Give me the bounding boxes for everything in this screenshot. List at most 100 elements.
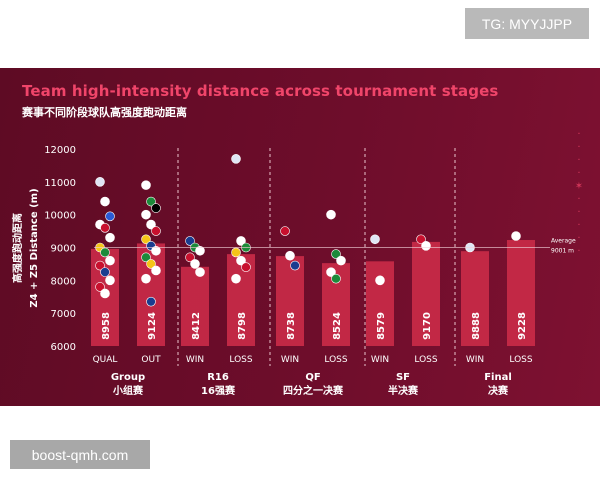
site-watermark: boost-qmh.com [10, 440, 150, 469]
team-flag-marker [95, 260, 105, 271]
bar-chart: 6000 7000 8000 9000 10000 11000 12000 高强度跑动距离 Z4… [11, 145, 576, 397]
average-label: Average [551, 237, 576, 244]
y-tick-label: 11000 [44, 178, 76, 189]
site-watermark-label: boost-qmh.com [31, 446, 129, 463]
team-flag-marker [105, 232, 115, 243]
team-flag-marker [190, 259, 200, 269]
team-flag-marker [421, 241, 431, 251]
team-flag-marker [236, 255, 246, 266]
x-tick-label: LOSS [414, 355, 437, 365]
group-label-cn: 四分之一决赛 [283, 384, 344, 397]
team-flag-marker [146, 259, 156, 269]
average-value-label: 9001 m [551, 247, 574, 254]
team-flag-marker [100, 196, 110, 207]
team-flag-marker [241, 262, 251, 272]
team-flag-marker [231, 247, 241, 258]
x-tick-label: WIN [186, 355, 204, 365]
team-flag-marker [146, 296, 156, 307]
team-flag-marker [141, 180, 151, 190]
team-flag-marker [100, 288, 110, 299]
team-flag-marker [416, 234, 426, 245]
decorative-dots: · · · · ✶ · · · · · [574, 129, 584, 257]
team-flag-marker [105, 255, 115, 266]
team-flag-marker [95, 177, 105, 187]
group-label-cn: 16强赛 [201, 384, 236, 397]
y-axis-label-cn: 高强度跑动距离 [11, 213, 24, 283]
y-tick-label: 8000 [51, 276, 76, 287]
bar-value-label: 9228 [517, 312, 528, 340]
team-flag-marker [375, 275, 385, 286]
group-label-cn: 小组赛 [112, 384, 144, 397]
bar-value-label: 8798 [237, 312, 248, 340]
bar-value-label: 9124 [147, 312, 158, 340]
group-label-cn: 决赛 [488, 384, 509, 397]
team-flag-marker [146, 196, 156, 207]
group-label: SF [396, 372, 410, 383]
channel-tag: TG: MYYJJPP [465, 8, 589, 39]
team-flag-marker [331, 249, 341, 259]
bar-value-label: 8412 [191, 312, 202, 340]
x-tick-label: LOSS [509, 355, 532, 365]
y-tick-label: 10000 [44, 211, 76, 222]
team-flag-marker [236, 236, 246, 246]
team-flag-marker [105, 211, 115, 222]
team-flag-marker [141, 209, 151, 220]
team-flag-marker [95, 282, 105, 292]
team-flag-marker [511, 231, 521, 241]
team-flag-marker [151, 226, 161, 236]
x-tick-label: WIN [281, 355, 299, 365]
team-flag-marker [326, 209, 336, 220]
team-flag-marker [141, 273, 151, 284]
bar [227, 254, 255, 346]
team-flag-marker [195, 267, 205, 277]
y-tick-label: 9000 [51, 244, 76, 255]
x-tick-label: WIN [371, 355, 389, 365]
bar [507, 240, 535, 346]
team-flag-marker [231, 154, 241, 164]
team-flag-marker [151, 245, 161, 256]
group-label: R16 [207, 372, 229, 383]
bar-value-label: 8524 [332, 312, 343, 340]
team-flag-marker [105, 275, 115, 286]
group-label: Final [484, 372, 512, 383]
x-tick-label: OUT [141, 355, 161, 365]
team-flag-marker [146, 219, 156, 230]
group-label: Group [111, 372, 145, 383]
team-flag-marker [326, 267, 336, 277]
team-flag-marker [290, 260, 300, 271]
bar-value-label: 8958 [101, 312, 112, 340]
team-flag-marker [100, 267, 110, 277]
team-flag-marker [100, 247, 110, 258]
channel-tag-label: TG: MYYJJPP [481, 15, 573, 32]
chart-panel: Team high-intensity distance across tour… [0, 68, 600, 406]
x-tick-label: WIN [466, 355, 484, 365]
team-flag-marker [370, 234, 380, 245]
bar-value-label: 8738 [286, 312, 297, 340]
bar-value-label: 8888 [471, 312, 482, 340]
bar [461, 251, 489, 346]
team-flag-marker [336, 255, 346, 266]
team-flag-marker [141, 252, 151, 263]
team-flag-marker [280, 226, 290, 236]
group-label: QF [305, 372, 320, 383]
team-flag-marker [185, 252, 195, 263]
x-tick-label: LOSS [229, 355, 252, 365]
y-tick-label: 7000 [51, 309, 76, 320]
team-flag-marker [185, 236, 195, 246]
team-flag-marker [151, 203, 161, 213]
bar-value-label: 9170 [422, 312, 433, 340]
x-tick-label: QUAL [93, 355, 118, 365]
bar-value-label: 8579 [376, 312, 387, 340]
bar [181, 266, 209, 346]
team-flag-marker [331, 273, 341, 284]
team-flag-marker [285, 250, 295, 261]
bar [412, 241, 440, 346]
team-flag-marker [100, 223, 110, 233]
team-flag-marker [151, 265, 161, 276]
team-flag-marker [231, 273, 241, 284]
y-tick-label: 6000 [51, 342, 76, 353]
chart-title: Team high-intensity distance across tour… [22, 82, 499, 100]
bar [276, 256, 304, 346]
x-tick-label: LOSS [324, 355, 347, 365]
group-label-cn: 半决赛 [388, 384, 419, 397]
